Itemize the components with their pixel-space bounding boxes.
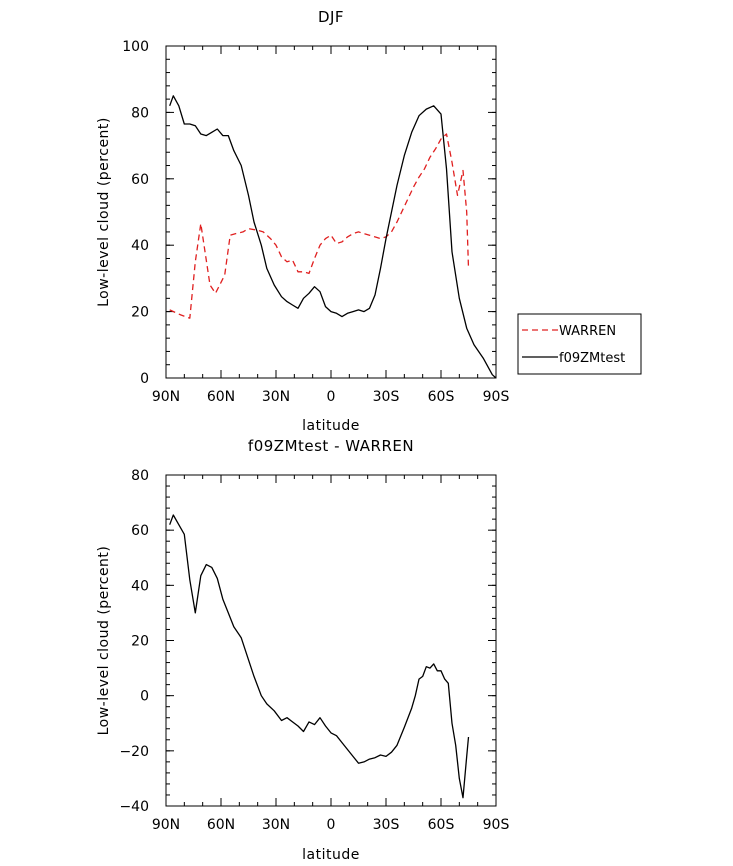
- x-tick-label: 60S: [428, 817, 455, 833]
- y-tick-label: 0: [140, 689, 149, 705]
- x-tick-label: 30S: [373, 389, 400, 405]
- y-tick-label: −20: [119, 744, 149, 760]
- chart-djf: DJF 90N 60N 30N 0 30S 60S 90S 0 20 40 60 80 100 latitu…: [96, 8, 642, 434]
- x-tick-label: 30N: [262, 817, 290, 833]
- x-tick-label: 60S: [428, 389, 455, 405]
- series-line-difference: [169, 514, 470, 799]
- y-tick-label: −40: [119, 799, 149, 815]
- plot-frame: [165, 474, 497, 807]
- chart-difference: f09ZMtest - WARREN 90N 60N 30N 0 30S 60S 90S −40…: [96, 437, 509, 863]
- y-tick-label: 20: [131, 305, 149, 321]
- y-tick-label: 80: [131, 105, 149, 121]
- x-tick-label: 90N: [152, 389, 180, 405]
- series-line-f09zmtest: [169, 95, 497, 379]
- y-tick-label: 80: [131, 468, 149, 484]
- x-tick-label: 30N: [262, 389, 290, 405]
- y-axis-label: Low-level cloud (percent): [96, 546, 112, 736]
- y-axis-label: Low-level cloud (percent): [96, 117, 112, 307]
- x-tick-label: 0: [327, 389, 336, 405]
- legend-box: [517, 313, 642, 375]
- y-tick-label: 60: [131, 523, 149, 539]
- x-tick-label: 0: [327, 817, 336, 833]
- x-axis-label: latitude: [302, 847, 360, 863]
- chart-title: f09ZMtest - WARREN: [248, 437, 414, 455]
- legend-label: WARREN: [559, 324, 616, 339]
- x-tick-label: 60N: [207, 389, 235, 405]
- series-line-warren: [169, 133, 470, 319]
- y-tick-label: 20: [131, 634, 149, 650]
- x-tick-label: 90S: [483, 389, 510, 405]
- x-tick-label: 90N: [152, 817, 180, 833]
- chart-title: DJF: [318, 8, 344, 26]
- y-tick-label: 40: [131, 238, 149, 254]
- y-tick-label: 0: [140, 371, 149, 387]
- y-tick-label: 60: [131, 172, 149, 188]
- x-tick-label: 90S: [483, 817, 510, 833]
- y-tick-label: 40: [131, 578, 149, 594]
- legend-label: f09ZMtest: [559, 351, 625, 366]
- x-tick-label: 60N: [207, 817, 235, 833]
- y-tick-label: 100: [122, 39, 149, 55]
- x-tick-label: 30S: [373, 817, 400, 833]
- plot-frame: [165, 45, 497, 379]
- x-axis-label: latitude: [302, 418, 360, 434]
